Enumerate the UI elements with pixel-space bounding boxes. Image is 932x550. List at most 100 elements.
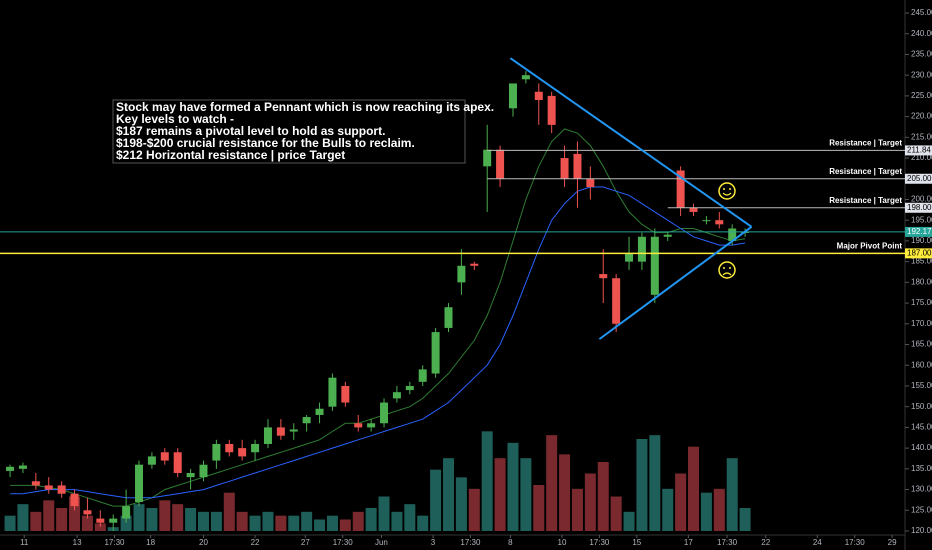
y-tick-label: 190.00 xyxy=(911,236,932,245)
volume-bar xyxy=(223,492,235,531)
trendline xyxy=(598,226,753,340)
volume-bar xyxy=(649,435,661,531)
candle-body xyxy=(483,149,492,167)
volume-bar xyxy=(133,504,145,531)
candle-body xyxy=(147,456,156,465)
volume-bar xyxy=(404,504,416,531)
x-tick-label: 17:30 xyxy=(460,538,481,547)
x-tick-label: 18 xyxy=(146,538,155,547)
candle-body xyxy=(625,253,634,262)
candle-body xyxy=(199,464,208,478)
candle-body xyxy=(328,377,337,407)
volume-bar xyxy=(533,485,545,531)
candle-body xyxy=(341,385,350,403)
candle-body xyxy=(534,91,543,101)
x-tick-label: 17:30 xyxy=(717,538,738,547)
y-tick-label: 170.00 xyxy=(911,319,932,328)
x-tick-label: 29 xyxy=(888,538,897,547)
volume-bar xyxy=(610,496,622,531)
annotation-line: Key levels to watch - xyxy=(116,112,234,126)
candle-body xyxy=(6,466,15,471)
x-tick-label: 15 xyxy=(632,538,641,547)
x-tick-label: 24 xyxy=(813,538,822,547)
volume-bar xyxy=(352,511,364,531)
moving-average-line xyxy=(10,128,746,507)
level-text: Resistance | Target xyxy=(829,139,902,148)
volume-bar xyxy=(172,504,184,531)
volume-bar xyxy=(185,508,197,531)
candle-body xyxy=(637,236,646,262)
y-tick-label: 245.00 xyxy=(911,8,932,17)
candle-body xyxy=(650,236,659,295)
level-price-label: 205.00 xyxy=(907,174,932,183)
y-tick-label: 150.00 xyxy=(911,402,932,411)
volume-bar xyxy=(481,431,493,531)
volume-bar xyxy=(81,515,93,531)
candle-body xyxy=(470,263,479,266)
candle-body xyxy=(212,443,221,461)
volume-bar xyxy=(571,488,583,531)
volume-bar xyxy=(443,458,455,531)
level-text: Resistance | Target xyxy=(829,196,902,205)
y-tick-label: 195.00 xyxy=(911,215,932,224)
candle-body xyxy=(31,481,40,486)
level-price-box xyxy=(905,173,932,184)
candle-body xyxy=(135,464,144,502)
volume-bar xyxy=(146,508,158,531)
candle-body xyxy=(367,423,376,428)
smile-icon xyxy=(718,182,736,200)
volume-bar xyxy=(262,511,274,531)
candle-body xyxy=(702,220,711,222)
y-tick-label: 120.00 xyxy=(911,526,932,535)
y-tick-label: 140.00 xyxy=(911,443,932,452)
candle-body xyxy=(354,423,363,428)
x-tick-label: 22 xyxy=(761,538,770,547)
volume-bar xyxy=(210,511,222,531)
volume-bar xyxy=(494,458,506,531)
y-tick-label: 230.00 xyxy=(911,70,932,79)
volume-bar xyxy=(4,515,16,531)
candle-body xyxy=(496,149,505,179)
y-tick-label: 210.00 xyxy=(911,153,932,162)
candle-body xyxy=(302,417,311,424)
level-price-box xyxy=(905,145,932,156)
candle-body xyxy=(418,369,427,382)
volume-bar xyxy=(520,458,532,531)
volume-bar xyxy=(288,515,300,531)
volume-bar xyxy=(688,446,700,531)
volume-bar xyxy=(391,511,403,531)
candle-body xyxy=(431,332,440,374)
volume-bar xyxy=(597,462,609,531)
candle-body xyxy=(444,307,453,328)
y-tick-label: 130.00 xyxy=(911,485,932,494)
level-text: Major Pivot Point xyxy=(837,241,903,250)
volume-bar xyxy=(546,435,558,531)
x-tick-label: 17 xyxy=(684,538,693,547)
moving-average-line xyxy=(10,186,746,499)
x-tick-label: 22 xyxy=(251,538,260,547)
candle-body xyxy=(122,506,131,519)
volume-bar xyxy=(507,442,519,531)
volume-bar xyxy=(726,458,738,531)
x-tick-label: Jun xyxy=(375,538,388,547)
volume-bar xyxy=(56,508,68,531)
annotation-line: $187 remains a pivotal level to hold as … xyxy=(116,124,385,138)
y-tick-label: 200.00 xyxy=(911,195,932,204)
level-price-label: 192.17 xyxy=(907,227,932,236)
candle-body xyxy=(83,510,92,515)
volume-bar xyxy=(275,515,287,531)
volume-bar xyxy=(713,488,725,531)
volume-bar xyxy=(584,473,596,531)
candle-body xyxy=(238,448,247,457)
y-tick-label: 180.00 xyxy=(911,277,932,286)
volume-bar xyxy=(430,469,442,531)
candle-body xyxy=(663,234,672,237)
y-tick-label: 225.00 xyxy=(911,91,932,100)
y-tick-label: 175.00 xyxy=(911,298,932,307)
volume-bar xyxy=(468,488,480,531)
y-tick-label: 165.00 xyxy=(911,340,932,349)
candle-body xyxy=(186,472,195,478)
annotation-line: Stock may have formed a Pennant which is… xyxy=(116,100,494,114)
volume-bar xyxy=(378,496,390,531)
